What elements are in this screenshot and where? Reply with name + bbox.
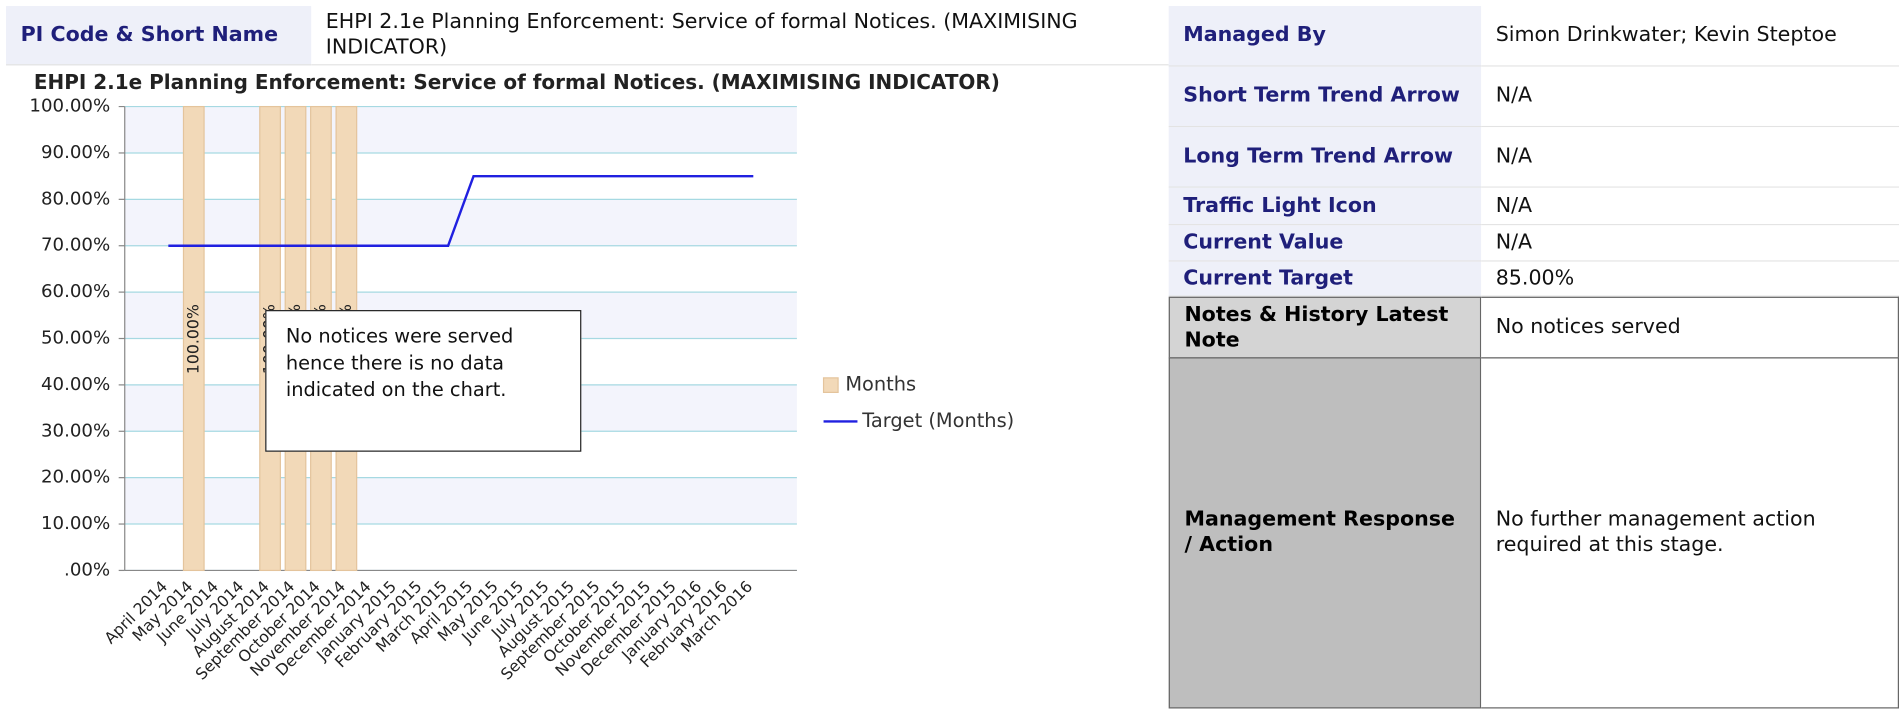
y-tick-label: 90.00% (41, 142, 110, 163)
detail-label: Managed By (1168, 6, 1482, 67)
legend-label: Months (845, 373, 916, 396)
detail-value: N/A (1481, 225, 1899, 262)
detail-label: Short Term Trend Arrow (1168, 66, 1482, 128)
detail-value: No further management action required at… (1481, 357, 1899, 709)
detail-label: Traffic Light Icon (1168, 187, 1482, 226)
y-tick-label: .00% (64, 559, 110, 580)
detail-label: Management Response / Action (1168, 357, 1482, 709)
y-tick-label: 40.00% (41, 374, 110, 395)
y-tick-label: 10.00% (41, 513, 110, 534)
y-tick-label: 50.00% (41, 328, 110, 349)
detail-value: N/A (1481, 66, 1899, 128)
detail-value: 85.00% (1481, 261, 1899, 297)
y-tick-label: 100.00% (29, 96, 110, 117)
plot-band (124, 106, 797, 153)
annotation: No notices were served hence there is no… (265, 310, 582, 452)
y-tick-label: 80.00% (41, 188, 110, 209)
legend-label: Target (Months) (861, 409, 1014, 432)
plot-band (124, 524, 797, 571)
chart: EHPI 2.1e Planning Enforcement: Service … (29, 70, 1014, 683)
y-tick-label: 70.00% (41, 235, 110, 256)
y-tick-label: 20.00% (41, 467, 110, 488)
legend-swatch (822, 377, 839, 394)
y-tick-label: 30.00% (41, 420, 110, 441)
plot-band (124, 245, 797, 293)
plot-band (124, 477, 797, 525)
header-value: EHPI 2.1e Planning Enforcement: Service … (311, 6, 1169, 66)
detail-value: No notices served (1481, 296, 1899, 359)
target-line (168, 174, 754, 247)
detail-value: N/A (1481, 187, 1899, 226)
detail-label: Long Term Trend Arrow (1168, 127, 1482, 188)
detail-label: Current Target (1168, 261, 1482, 297)
plot-band (124, 199, 797, 246)
chart-title: EHPI 2.1e Planning Enforcement: Service … (34, 70, 1000, 94)
header-label: PI Code & Short Name (6, 6, 312, 66)
y-tick-label: 60.00% (41, 281, 110, 302)
detail-value: N/A (1481, 127, 1899, 188)
detail-label: Current Value (1168, 225, 1482, 262)
detail-label: Notes & History Latest Note (1168, 296, 1482, 359)
bar-value-label: 100.00% (183, 304, 202, 374)
bar (182, 105, 205, 572)
detail-value: Simon Drinkwater; Kevin Steptoe (1481, 6, 1899, 67)
